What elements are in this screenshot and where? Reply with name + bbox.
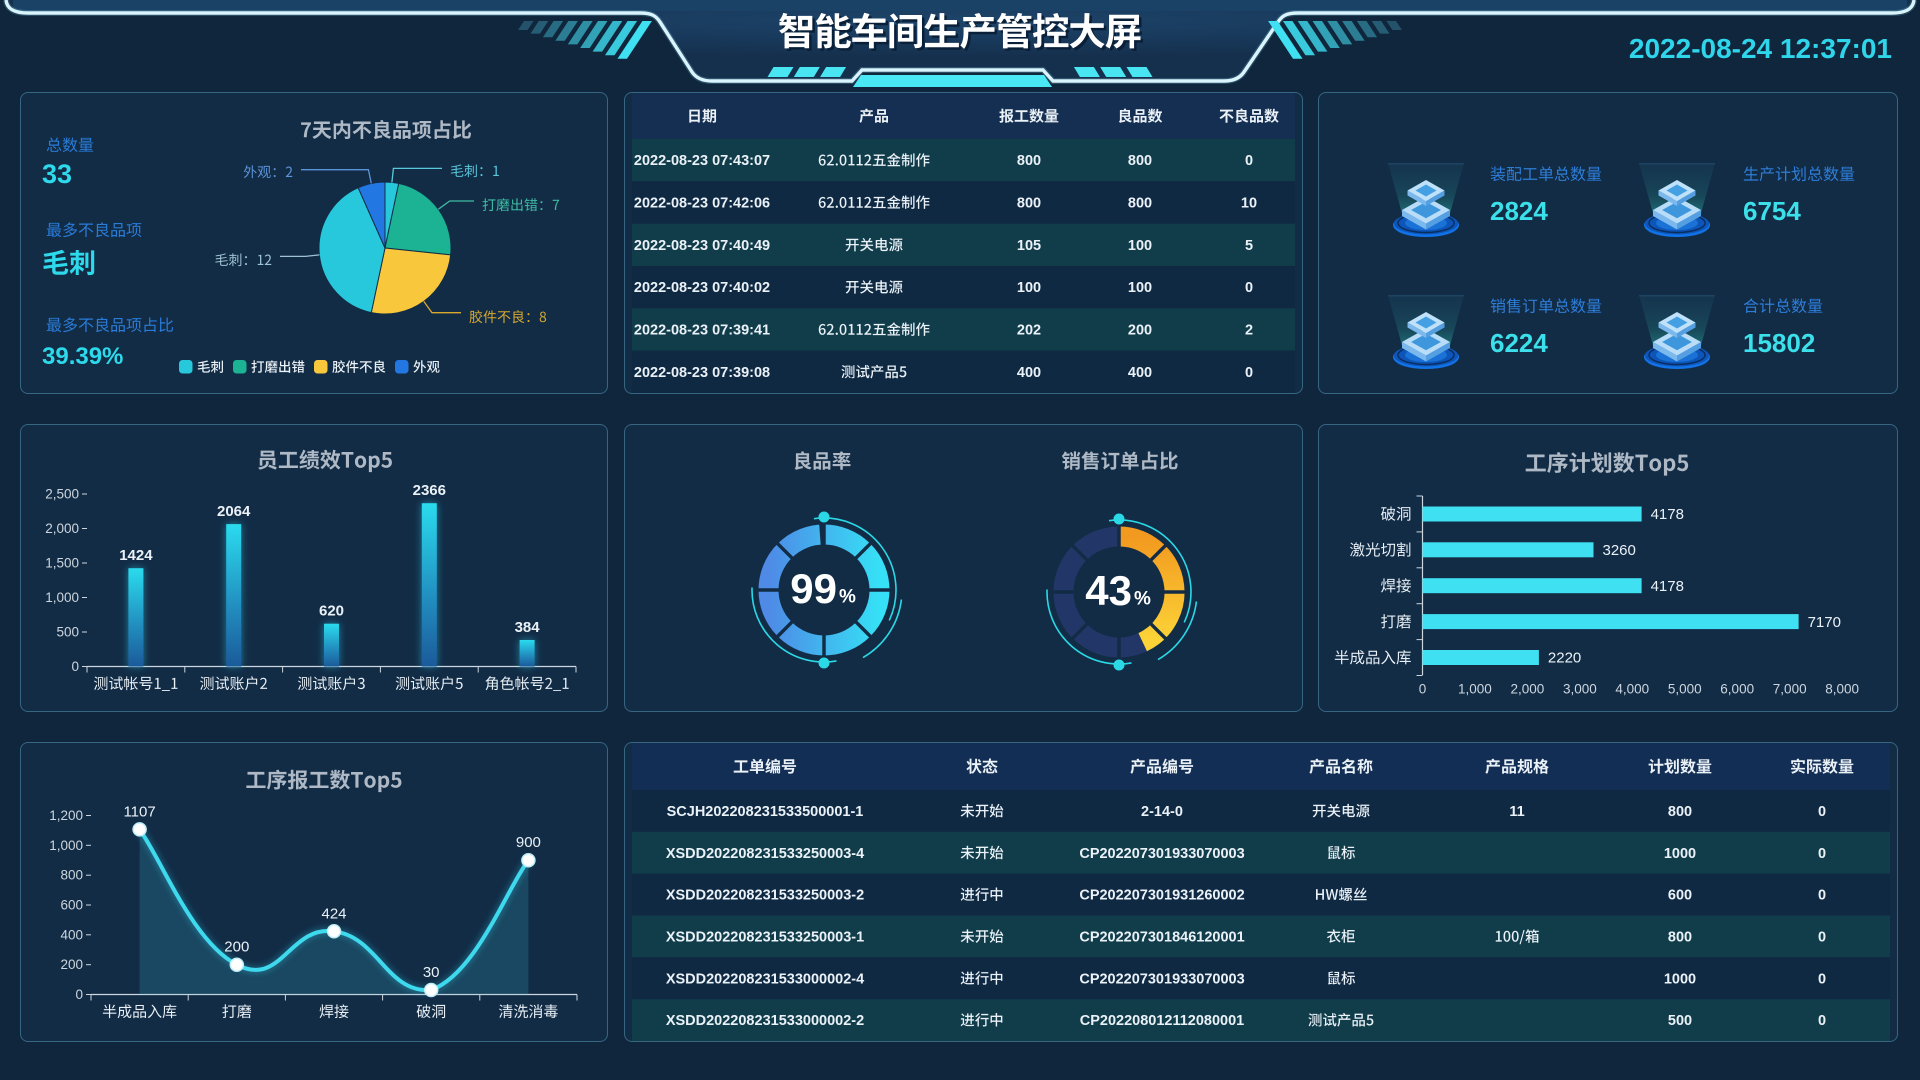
svg-text:%: % (1134, 589, 1151, 610)
svg-text:0: 0 (1818, 1013, 1826, 1029)
svg-text:2-14-0: 2-14-0 (1141, 804, 1183, 820)
svg-text:2022-08-23 07:40:02: 2022-08-23 07:40:02 (634, 280, 770, 296)
svg-text:1424: 1424 (119, 547, 153, 564)
svg-text:800: 800 (1128, 153, 1152, 169)
svg-text:5,000: 5,000 (1668, 682, 1702, 697)
svg-text:CP202208012112080001: CP202208012112080001 (1080, 1013, 1245, 1029)
svg-text:800: 800 (60, 868, 83, 883)
svg-text:4178: 4178 (1651, 506, 1684, 523)
svg-text:3,000: 3,000 (1563, 682, 1597, 697)
svg-text:1000: 1000 (1664, 971, 1696, 987)
svg-text:XSDD202208231533000002-4: XSDD202208231533000002-4 (666, 971, 864, 987)
svg-text:200: 200 (60, 957, 83, 972)
svg-text:900: 900 (516, 834, 541, 851)
svg-text:11: 11 (1509, 804, 1524, 820)
svg-text:4178: 4178 (1651, 578, 1684, 595)
svg-text:1,500: 1,500 (45, 556, 79, 571)
svg-text:202: 202 (1017, 323, 1041, 339)
svg-text:0: 0 (1245, 280, 1253, 296)
svg-text:2,500: 2,500 (45, 487, 79, 502)
svg-text:1000: 1000 (1664, 846, 1696, 862)
svg-text:105: 105 (1017, 238, 1041, 254)
svg-text:600: 600 (1668, 888, 1692, 904)
svg-text:500: 500 (1668, 1013, 1692, 1029)
svg-text:30: 30 (423, 964, 440, 981)
svg-text:2022-08-23 07:42:06: 2022-08-23 07:42:06 (634, 196, 770, 212)
svg-text:CP202207301933070003: CP202207301933070003 (1079, 846, 1244, 862)
svg-text:384: 384 (515, 619, 541, 636)
svg-text:%: % (839, 587, 856, 608)
svg-text:0: 0 (75, 987, 83, 1002)
svg-text:500: 500 (56, 625, 79, 640)
svg-text:0: 0 (71, 659, 79, 674)
svg-text:2366: 2366 (413, 482, 446, 499)
svg-text:5: 5 (1245, 238, 1253, 254)
svg-text:39.39%: 39.39% (42, 343, 123, 370)
svg-text:XSDD202208231533000002-2: XSDD202208231533000002-2 (666, 1013, 864, 1029)
svg-text:SCJH202208231533500001-1: SCJH202208231533500001-1 (667, 804, 864, 820)
svg-text:10: 10 (1241, 196, 1257, 212)
svg-text:99: 99 (790, 565, 837, 612)
svg-text:CP202207301931260002: CP202207301931260002 (1079, 888, 1244, 904)
svg-text:XSDD202208231533250003-2: XSDD202208231533250003-2 (666, 888, 864, 904)
svg-text:4,000: 4,000 (1615, 682, 1649, 697)
svg-text:CP202207301933070003: CP202207301933070003 (1079, 971, 1244, 987)
svg-text:7170: 7170 (1808, 614, 1841, 631)
svg-text:8,000: 8,000 (1825, 682, 1859, 697)
svg-text:424: 424 (321, 905, 346, 922)
svg-text:2022-08-23 07:40:49: 2022-08-23 07:40:49 (634, 238, 770, 254)
svg-text:2022-08-23 07:43:07: 2022-08-23 07:43:07 (634, 153, 770, 169)
svg-text:6224: 6224 (1490, 328, 1548, 358)
svg-text:800: 800 (1128, 196, 1152, 212)
svg-text:0: 0 (1818, 888, 1826, 904)
svg-text:0: 0 (1818, 971, 1826, 987)
svg-text:400: 400 (1128, 365, 1152, 381)
svg-text:800: 800 (1668, 930, 1692, 946)
svg-text:1,000: 1,000 (45, 590, 79, 605)
svg-text:0: 0 (1419, 682, 1427, 697)
svg-text:1,000: 1,000 (49, 838, 83, 853)
svg-text:400: 400 (1017, 365, 1041, 381)
svg-text:800: 800 (1017, 153, 1041, 169)
svg-text:2220: 2220 (1548, 650, 1581, 667)
svg-text:33: 33 (42, 159, 72, 189)
svg-text:2824: 2824 (1490, 196, 1548, 226)
svg-text:100: 100 (1128, 280, 1152, 296)
svg-text:1,000: 1,000 (1458, 682, 1492, 697)
svg-text:600: 600 (60, 898, 83, 913)
svg-text:0: 0 (1245, 153, 1253, 169)
svg-text:XSDD202208231533250003-4: XSDD202208231533250003-4 (666, 846, 864, 862)
svg-text:100: 100 (1017, 280, 1041, 296)
svg-text:620: 620 (319, 603, 344, 620)
svg-text:2022-08-23 07:39:41: 2022-08-23 07:39:41 (634, 323, 770, 339)
svg-text:15802: 15802 (1743, 328, 1815, 358)
svg-text:3260: 3260 (1603, 542, 1636, 559)
svg-text:XSDD202208231533250003-1: XSDD202208231533250003-1 (666, 930, 864, 946)
svg-text:2064: 2064 (217, 503, 251, 520)
svg-text:2022-08-23 07:39:08: 2022-08-23 07:39:08 (634, 365, 770, 381)
svg-text:800: 800 (1017, 196, 1041, 212)
svg-text:0: 0 (1818, 930, 1826, 946)
svg-text:7,000: 7,000 (1773, 682, 1807, 697)
svg-text:1107: 1107 (123, 803, 155, 820)
svg-text:2022-08-24 12:37:01: 2022-08-24 12:37:01 (1629, 33, 1892, 64)
svg-text:2: 2 (1245, 323, 1253, 339)
svg-text:400: 400 (60, 927, 83, 942)
svg-text:800: 800 (1668, 804, 1692, 820)
svg-text:200: 200 (1128, 323, 1152, 339)
svg-text:6754: 6754 (1743, 196, 1801, 226)
svg-text:2,000: 2,000 (45, 521, 79, 536)
svg-text:CP202207301846120001: CP202207301846120001 (1079, 930, 1244, 946)
svg-text:100: 100 (1128, 238, 1152, 254)
svg-text:0: 0 (1818, 846, 1826, 862)
svg-text:0: 0 (1818, 804, 1826, 820)
svg-text:0: 0 (1245, 365, 1253, 381)
svg-text:2,000: 2,000 (1511, 682, 1545, 697)
svg-text:200: 200 (224, 939, 249, 956)
svg-text:6,000: 6,000 (1720, 682, 1754, 697)
svg-text:43: 43 (1085, 567, 1132, 614)
svg-text:1,200: 1,200 (49, 808, 83, 823)
